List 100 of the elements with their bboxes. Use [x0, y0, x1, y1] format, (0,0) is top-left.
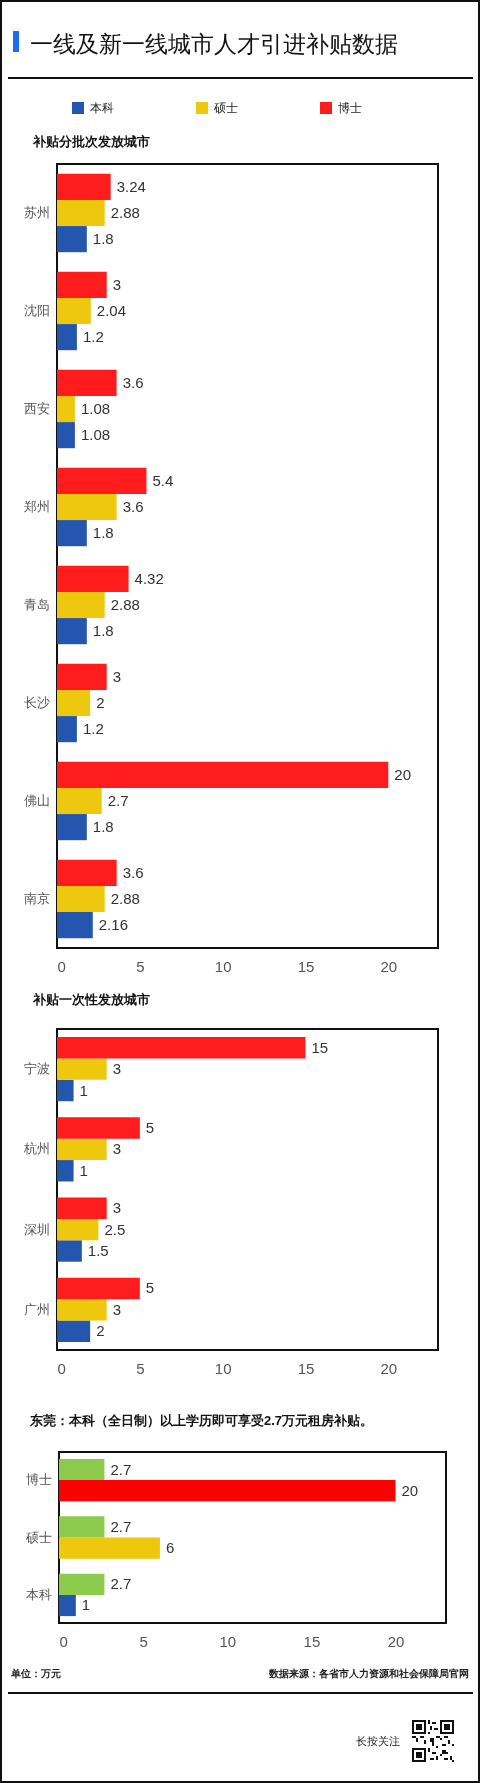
bar: [57, 689, 91, 717]
bar: [57, 520, 87, 547]
bar: [57, 885, 105, 913]
data-label: 3: [112, 1300, 122, 1318]
bar: [57, 761, 389, 788]
x-tick-label: 15: [303, 1632, 321, 1650]
data-label: 3: [112, 667, 122, 685]
data-label: 5.4: [152, 471, 174, 489]
data-label: 1: [81, 1596, 91, 1614]
bar: [59, 1537, 160, 1559]
bar: [57, 1037, 306, 1059]
y-tick-label: 青岛: [23, 598, 50, 612]
data-label: 3: [112, 1140, 122, 1158]
data-label: 1.8: [92, 524, 114, 542]
bar: [57, 1117, 140, 1139]
bar: [57, 324, 77, 351]
data-label: 1: [79, 1081, 88, 1099]
data-label: 2: [96, 694, 105, 711]
y-tick-label: 深圳: [23, 1222, 50, 1237]
x-tick-label: 5: [136, 1359, 145, 1377]
bar: [57, 859, 117, 886]
data-label: 1.8: [92, 230, 114, 248]
bar: [57, 369, 117, 396]
bar: [57, 591, 105, 619]
bar: [57, 493, 117, 521]
y-tick-label: 西安: [23, 401, 50, 416]
bar: [57, 663, 107, 690]
y-tick-label: 南京: [23, 892, 50, 906]
bar: [59, 1458, 105, 1481]
bar: [59, 1516, 105, 1538]
bar: [57, 1138, 107, 1161]
data-label: 15: [311, 1038, 329, 1056]
bar: [57, 1058, 107, 1080]
y-tick-label: 本科: [25, 1587, 52, 1602]
x-tick-label: 15: [297, 957, 315, 975]
data-label: 1.8: [92, 818, 114, 836]
chart-title: 东莞：本科（全日制）以上学历即可享受2.7万元租房补贴。: [29, 1413, 374, 1428]
data-label: 2.5: [104, 1220, 126, 1238]
data-label: 1.08: [80, 400, 111, 417]
bar: [57, 1218, 99, 1241]
y-tick-label: 佛山: [23, 794, 50, 808]
data-label: 2.7: [107, 792, 129, 809]
data-label: 20: [394, 765, 411, 783]
bar: [57, 787, 102, 815]
bar: [57, 716, 77, 743]
x-tick-label: 20: [380, 957, 398, 975]
bar: [57, 226, 87, 253]
data-label: 4.32: [134, 569, 164, 587]
data-label: 2.7: [110, 1517, 132, 1535]
data-label: 3: [112, 1060, 122, 1078]
bar: [57, 422, 75, 449]
bar: [57, 1240, 82, 1262]
bar: [57, 565, 129, 592]
x-tick-label: 0: [57, 1359, 66, 1377]
bar: [57, 297, 91, 325]
y-tick-label: 硕士: [24, 1530, 52, 1545]
bar: [57, 1277, 140, 1300]
data-label: 2.88: [110, 204, 140, 221]
y-tick-label: 广州: [23, 1302, 50, 1317]
x-tick-label: 10: [214, 1359, 232, 1377]
chart-title: 补贴一次性发放城市: [32, 992, 150, 1007]
x-tick-label: 20: [387, 1632, 405, 1650]
data-label: 3.24: [116, 177, 146, 195]
data-label: 1: [79, 1161, 88, 1179]
text: 长按关注: [356, 1735, 400, 1747]
data-label: 3.6: [122, 498, 144, 515]
legend-label: 硕士: [213, 101, 238, 115]
bar: [57, 618, 87, 645]
y-tick-label: 杭州: [22, 1142, 50, 1157]
data-label: 2.7: [110, 1460, 132, 1478]
bar: [57, 1320, 91, 1342]
x-tick-label: 15: [297, 1359, 315, 1377]
bar: [57, 199, 105, 227]
bar: [59, 1480, 396, 1502]
data-label: 2: [96, 1322, 105, 1340]
bar: [59, 1573, 105, 1595]
data-label: 6: [165, 1539, 175, 1557]
y-tick-label: 长沙: [23, 696, 50, 710]
data-label: 1.2: [82, 720, 104, 738]
data-label: 2.16: [98, 916, 128, 934]
bar: [57, 1160, 74, 1182]
bar: [57, 912, 93, 939]
data-label: 5: [145, 1279, 155, 1297]
bar: [57, 395, 75, 423]
data-label: 1.8: [92, 622, 114, 640]
data-label: 3.6: [122, 373, 144, 391]
data-label: 3: [112, 1199, 122, 1217]
data-label: 2.88: [110, 596, 140, 613]
bar: [57, 1299, 107, 1321]
bar: [57, 173, 111, 200]
bar: [57, 271, 107, 298]
y-tick-label: 沈阳: [23, 304, 50, 318]
x-tick-label: 20: [380, 1359, 398, 1377]
bar: [57, 1079, 74, 1102]
bar: [57, 814, 87, 841]
y-tick-label: 宁波: [23, 1061, 50, 1077]
y-tick-label: 郑州: [23, 500, 50, 514]
x-tick-label: 5: [136, 957, 145, 975]
x-tick-label: 5: [139, 1632, 148, 1650]
data-label: 5: [145, 1118, 155, 1136]
